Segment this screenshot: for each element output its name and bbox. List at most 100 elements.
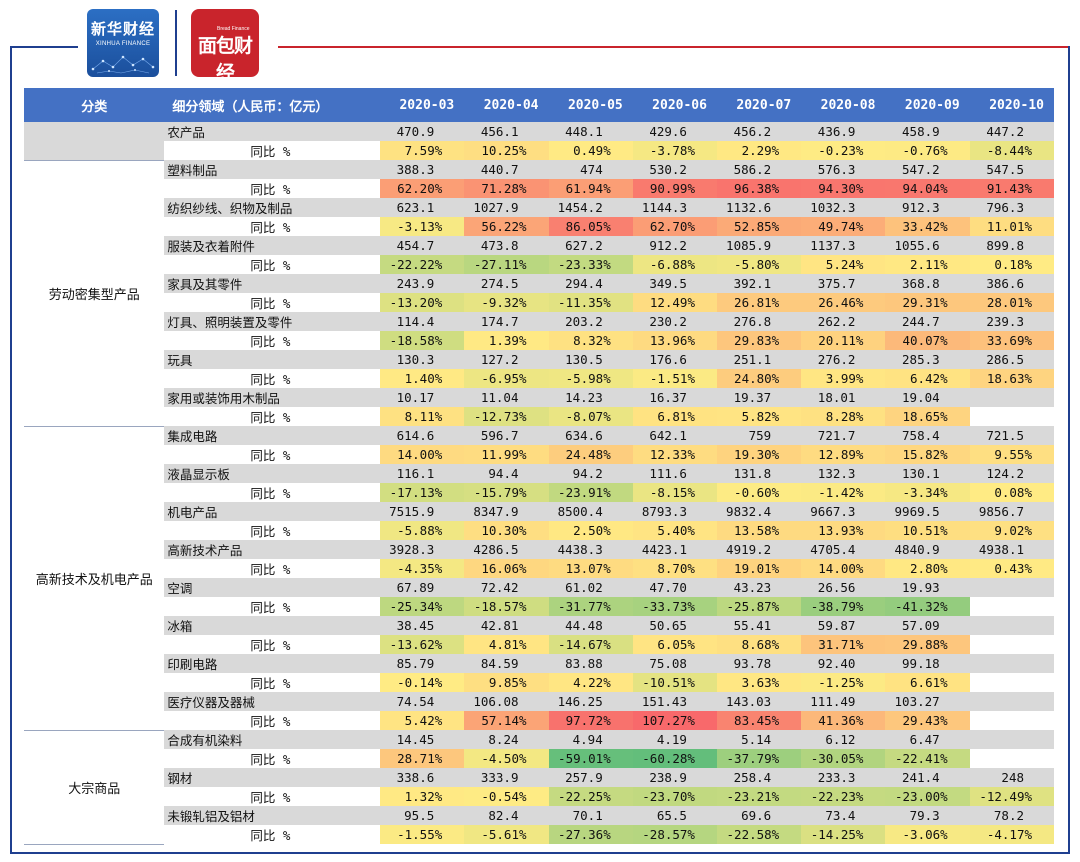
yoy-label-cell: 同比 %: [164, 825, 381, 844]
value-cell: 143.03: [716, 692, 802, 711]
value-cell: 176.6: [632, 350, 717, 369]
value-cell: 111.49: [801, 692, 886, 711]
item-name-cell: 家用或装饰用木制品: [164, 388, 381, 407]
value-cell: 375.7: [801, 274, 886, 293]
table-row: 服装及衣着附件 454.7 473.8 627.2 912.2 1085.9 1137.3 1…: [24, 236, 1054, 255]
value-cell: 3928.3: [380, 540, 465, 559]
value-cell: 9856.7: [969, 502, 1054, 521]
value-cell: 73.4: [801, 806, 886, 825]
yoy-cell: 62.70%: [632, 217, 717, 236]
value-cell: 623.1: [380, 198, 465, 217]
yoy-cell: 13.58%: [716, 521, 802, 540]
value-cell: 241.4: [885, 768, 970, 787]
value-cell: 75.08: [632, 654, 717, 673]
xinhua-finance-logo: 新华财经 XINHUA FINANCE: [87, 9, 159, 77]
yoy-cell: -3.78%: [632, 141, 717, 160]
value-cell: 44.48: [548, 616, 633, 635]
logo-name: 新华财经: [90, 20, 155, 38]
frame-line: [10, 46, 12, 854]
table-row-yoy: 同比 % -13.62% 4.81% -14.67% 6.05% 8.68% 31.71% 2…: [24, 635, 1054, 654]
value-cell: 79.3: [885, 806, 970, 825]
item-name-cell: 高新技术产品: [164, 540, 381, 559]
yoy-cell: -13.20%: [380, 293, 465, 312]
value-cell: 447.2: [969, 122, 1054, 141]
value-cell: 10.17: [380, 388, 465, 407]
yoy-cell: 11.01%: [969, 217, 1054, 236]
yoy-cell: -6.95%: [464, 369, 549, 388]
value-cell: 258.4: [716, 768, 802, 787]
yoy-cell: -11.35%: [548, 293, 633, 312]
value-cell: 111.6: [632, 464, 717, 483]
yoy-cell: 8.11%: [380, 407, 465, 426]
yoy-cell: 31.71%: [801, 635, 886, 654]
value-cell: 392.1: [716, 274, 802, 293]
value-cell: 248: [969, 768, 1054, 787]
yoy-cell: 0.49%: [548, 141, 633, 160]
yoy-cell: 41.36%: [801, 711, 886, 730]
yoy-cell: 2.11%: [885, 255, 970, 274]
value-cell: 243.9: [380, 274, 465, 293]
yoy-cell: 26.46%: [801, 293, 886, 312]
table-row: 冰箱 38.45 42.81 44.48 50.65 55.41 59.87 57.09: [24, 616, 1054, 635]
yoy-cell: 40.07%: [885, 331, 970, 350]
yoy-cell: 2.80%: [885, 559, 970, 578]
table-row: 液晶显示板 116.1 94.4 94.2 111.6 131.8 132.3 130.1 12…: [24, 464, 1054, 483]
yoy-cell: -23.00%: [885, 787, 970, 806]
value-cell: 4423.1: [632, 540, 717, 559]
value-cell: 276.2: [801, 350, 886, 369]
table-row-yoy: 同比 % 28.71% -4.50% -59.01% -60.28% -37.79% -30…: [24, 749, 1054, 768]
yoy-cell: [969, 711, 1054, 730]
table-row: 空调 67.89 72.42 61.02 47.70 43.23 26.56 19.93: [24, 578, 1054, 597]
value-cell: 386.6: [969, 274, 1054, 293]
value-cell: 9969.5: [885, 502, 970, 521]
yoy-cell: 16.06%: [464, 559, 549, 578]
value-cell: 1132.6: [716, 198, 802, 217]
yoy-cell: 20.11%: [801, 331, 886, 350]
yoy-cell: -13.62%: [380, 635, 465, 654]
value-cell: 67.89: [380, 578, 465, 597]
value-cell: 19.37: [716, 388, 802, 407]
value-cell: 1144.3: [632, 198, 717, 217]
value-cell: 65.5: [632, 806, 717, 825]
item-name-cell: 灯具、照明装置及零件: [164, 312, 381, 331]
yoy-cell: 29.43%: [885, 711, 970, 730]
yoy-cell: -23.21%: [716, 787, 802, 806]
yoy-cell: -0.60%: [716, 483, 802, 502]
yoy-cell: -8.44%: [969, 141, 1054, 160]
yoy-cell: 97.72%: [548, 711, 633, 730]
yoy-cell: 2.29%: [716, 141, 802, 160]
header-month: 2020-07: [716, 88, 802, 122]
value-cell: 8793.3: [632, 502, 717, 521]
yoy-cell: -0.76%: [885, 141, 970, 160]
yoy-cell: 0.43%: [969, 559, 1054, 578]
value-cell: 114.4: [380, 312, 465, 331]
logo-english: XINHUA FINANCE: [95, 41, 151, 47]
yoy-cell: 14.00%: [801, 559, 886, 578]
value-cell: 84.59: [464, 654, 549, 673]
table-row-yoy: 同比 % 14.00% 11.99% 24.48% 12.33% 19.30% 12.89%…: [24, 445, 1054, 464]
value-cell: 796.3: [969, 198, 1054, 217]
value-cell: 596.7: [464, 426, 549, 445]
category-cell: 大宗商品: [24, 730, 165, 845]
value-cell: 83.88: [548, 654, 633, 673]
header-month: 2020-04: [464, 88, 549, 122]
value-cell: 93.78: [716, 654, 802, 673]
yoy-cell: -8.15%: [632, 483, 717, 502]
yoy-cell: -4.35%: [380, 559, 465, 578]
value-cell: 57.09: [885, 616, 970, 635]
yoy-cell: 8.28%: [801, 407, 886, 426]
value-cell: 72.42: [464, 578, 549, 597]
value-cell: 203.2: [548, 312, 633, 331]
table-row-yoy: 同比 % -18.58% 1.39% 8.32% 13.96% 29.83% 20.11% 4…: [24, 331, 1054, 350]
table-row-yoy: 同比 % -17.13% -15.79% -23.91% -8.15% -0.60% -1.…: [24, 483, 1054, 502]
table-row-yoy: 同比 % -4.35% 16.06% 13.07% 8.70% 19.01% 14.00% 2…: [24, 559, 1054, 578]
yoy-cell: -23.33%: [548, 255, 633, 274]
table-row-yoy: 同比 % 62.20% 71.28% 61.94% 90.99% 96.38% 94.30%…: [24, 179, 1054, 198]
yoy-cell: -9.32%: [464, 293, 549, 312]
value-cell: 4919.2: [716, 540, 802, 559]
yoy-cell: -5.80%: [716, 255, 802, 274]
yoy-cell: 90.99%: [632, 179, 717, 198]
table-row: 印刷电路 85.79 84.59 83.88 75.08 93.78 92.40 99.18: [24, 654, 1054, 673]
yoy-cell: -1.25%: [801, 673, 886, 692]
yoy-cell: -8.07%: [548, 407, 633, 426]
